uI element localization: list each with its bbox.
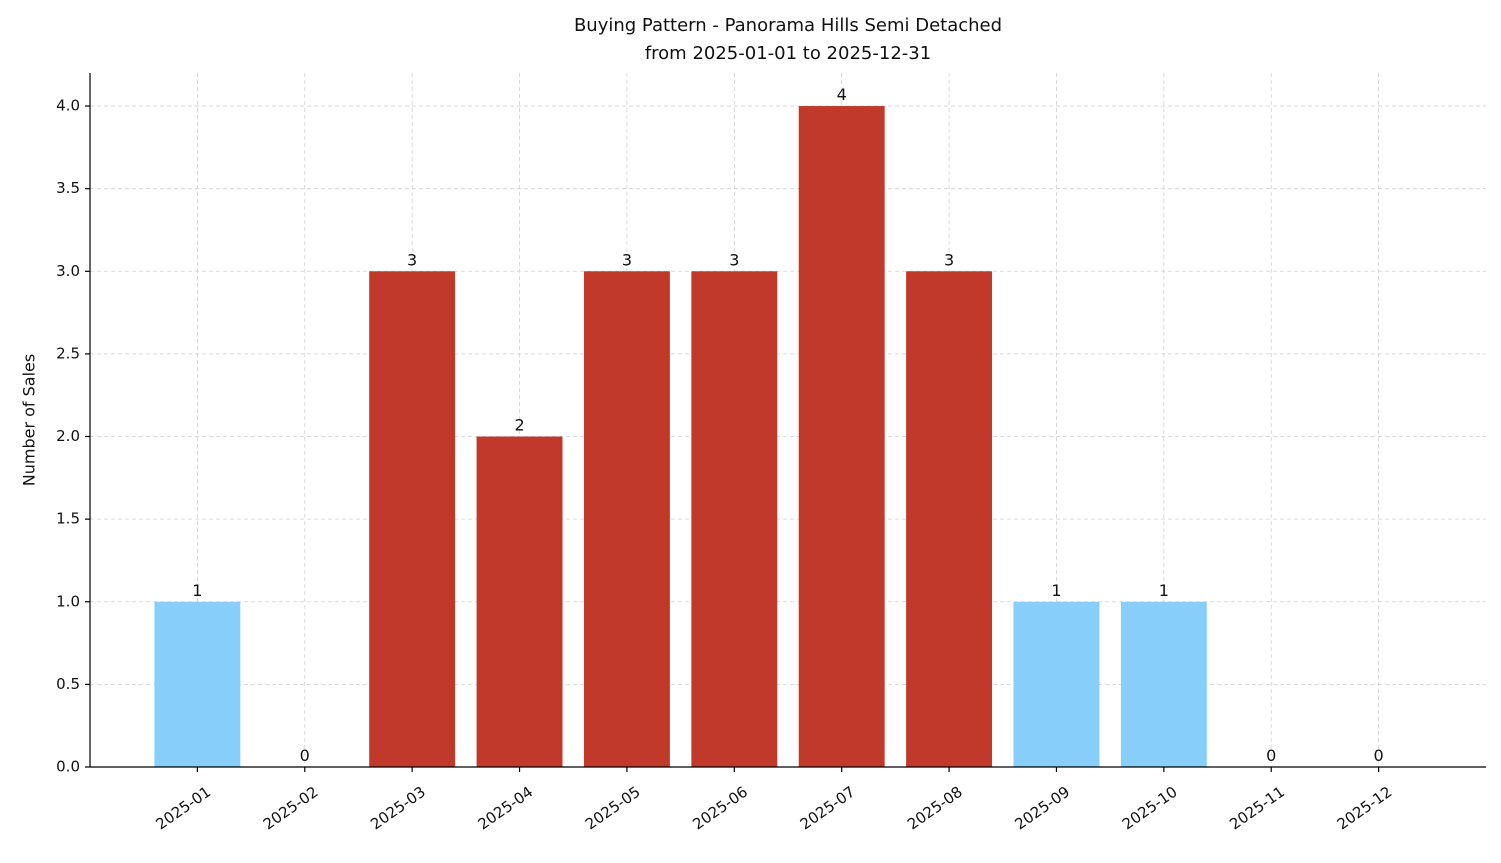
bar	[583, 271, 670, 767]
value-label: 1	[192, 581, 202, 600]
value-label: 4	[837, 85, 847, 104]
value-label: 0	[1266, 746, 1276, 765]
bar	[154, 601, 241, 767]
y-tick-label: 1.5	[56, 510, 80, 528]
y-tick-label: 0.5	[56, 675, 80, 693]
value-label: 3	[622, 250, 632, 269]
y-tick-label: 0.0	[56, 758, 80, 776]
bar	[798, 106, 885, 768]
x-tick-label: 2025-04	[475, 783, 537, 834]
y-tick-label: 3.5	[56, 179, 80, 197]
bar	[369, 271, 456, 767]
value-label: 0	[300, 746, 310, 765]
bar	[1120, 601, 1207, 767]
value-label: 3	[407, 250, 417, 269]
chart-subtitle: from 2025-01-01 to 2025-12-31	[645, 43, 931, 64]
x-tick-label: 2025-05	[582, 783, 644, 834]
x-tick-label: 2025-03	[367, 783, 429, 834]
bar	[476, 436, 563, 767]
x-tick-label: 2025-06	[689, 783, 751, 834]
bar	[1013, 601, 1100, 767]
x-tick-label: 2025-11	[1226, 783, 1288, 834]
x-tick-label: 2025-09	[1012, 783, 1074, 834]
value-label: 3	[944, 250, 954, 269]
x-tick-label: 2025-12	[1334, 783, 1396, 834]
value-label: 3	[729, 250, 739, 269]
x-tick-label: 2025-08	[904, 783, 966, 834]
y-tick-label: 4.0	[56, 97, 80, 115]
x-tick-label: 2025-02	[260, 783, 322, 834]
bar	[691, 271, 778, 767]
value-label: 0	[1374, 746, 1384, 765]
value-label: 1	[1051, 581, 1061, 600]
y-axis-label: Number of Sales	[20, 354, 39, 486]
y-tick-label: 3.0	[56, 262, 80, 280]
x-tick-label: 2025-07	[797, 783, 859, 834]
y-tick-label: 2.5	[56, 344, 80, 362]
bar	[906, 271, 993, 767]
value-label: 1	[1159, 581, 1169, 600]
chart-title: Buying Pattern - Panorama Hills Semi Det…	[574, 15, 1002, 36]
value-label: 2	[514, 416, 524, 435]
y-tick-label: 2.0	[56, 427, 80, 445]
x-tick-label: 2025-10	[1119, 783, 1181, 834]
y-tick-label: 1.0	[56, 592, 80, 610]
x-tick-label: 2025-01	[152, 783, 214, 834]
